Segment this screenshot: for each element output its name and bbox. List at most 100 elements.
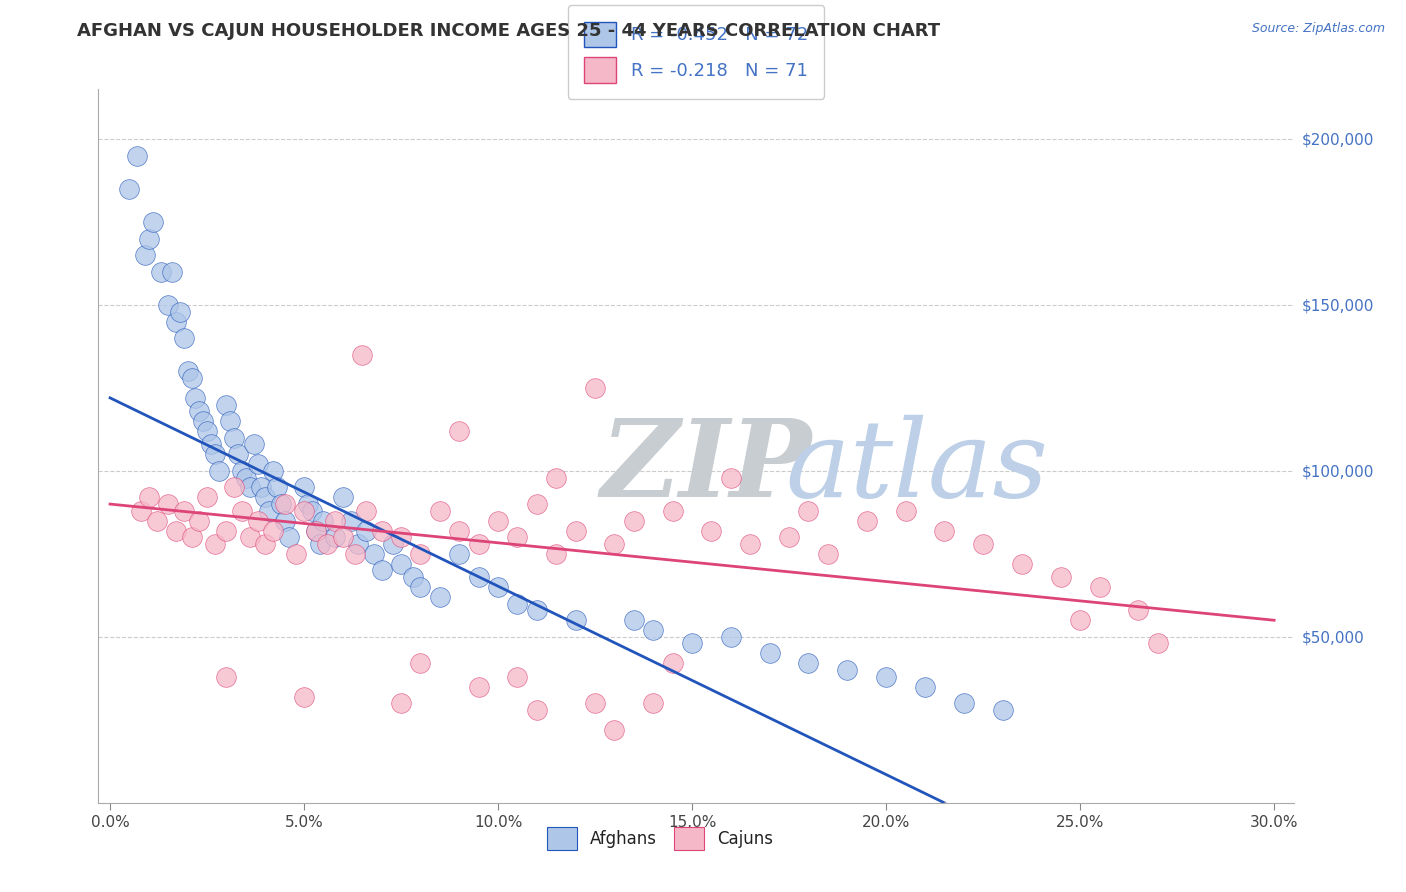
Point	[354, 524, 377, 538]
Point	[180, 371, 202, 385]
Point	[273, 497, 295, 511]
Point	[231, 504, 253, 518]
Point	[323, 530, 346, 544]
Point	[219, 414, 242, 428]
Point	[215, 524, 238, 538]
Point	[546, 547, 568, 561]
Point	[370, 524, 392, 538]
Point	[257, 504, 280, 518]
Point	[224, 481, 246, 495]
Point	[215, 397, 238, 411]
Point	[1128, 603, 1150, 617]
Point	[188, 404, 211, 418]
Point	[1011, 557, 1033, 571]
Point	[389, 557, 412, 571]
Point	[173, 504, 195, 518]
Point	[204, 537, 226, 551]
Point	[934, 524, 956, 538]
Point	[449, 547, 471, 561]
Point	[467, 570, 489, 584]
Point	[308, 537, 330, 551]
Point	[429, 504, 451, 518]
Point	[1146, 636, 1168, 650]
Point	[224, 431, 246, 445]
Point	[603, 723, 626, 737]
Point	[173, 331, 195, 345]
Point	[343, 547, 366, 561]
Point	[409, 547, 432, 561]
Point	[208, 464, 231, 478]
Point	[142, 215, 165, 229]
Point	[352, 348, 374, 362]
Point	[297, 497, 319, 511]
Point	[972, 537, 994, 551]
Point	[195, 491, 218, 505]
Point	[603, 537, 626, 551]
Point	[176, 364, 198, 378]
Point	[305, 524, 328, 538]
Point	[301, 504, 323, 518]
Point	[681, 636, 703, 650]
Point	[894, 504, 917, 518]
Point	[758, 647, 780, 661]
Point	[250, 481, 273, 495]
Point	[1069, 613, 1091, 627]
Point	[526, 603, 548, 617]
Point	[231, 464, 253, 478]
Point	[277, 530, 299, 544]
Point	[429, 590, 451, 604]
Point	[526, 703, 548, 717]
Point	[875, 670, 897, 684]
Point	[169, 304, 191, 318]
Point	[239, 481, 262, 495]
Point	[273, 514, 295, 528]
Point	[134, 248, 156, 262]
Point	[262, 464, 284, 478]
Point	[409, 657, 432, 671]
Point	[180, 530, 202, 544]
Point	[740, 537, 762, 551]
Point	[449, 524, 471, 538]
Point	[661, 504, 683, 518]
Point	[200, 437, 222, 451]
Point	[316, 537, 339, 551]
Point	[643, 696, 665, 710]
Point	[546, 470, 568, 484]
Point	[564, 613, 586, 627]
Point	[347, 537, 370, 551]
Point	[165, 314, 187, 328]
Point	[382, 537, 405, 551]
Point	[389, 530, 412, 544]
Point	[149, 265, 172, 279]
Point	[952, 696, 974, 710]
Point	[564, 524, 586, 538]
Point	[323, 514, 346, 528]
Point	[797, 504, 820, 518]
Text: Source: ZipAtlas.com: Source: ZipAtlas.com	[1251, 22, 1385, 36]
Point	[157, 298, 180, 312]
Point	[235, 470, 257, 484]
Point	[332, 530, 354, 544]
Legend: Afghans, Cajuns: Afghans, Cajuns	[538, 819, 782, 859]
Point	[817, 547, 839, 561]
Point	[292, 504, 315, 518]
Point	[246, 514, 269, 528]
Point	[195, 424, 218, 438]
Point	[305, 524, 328, 538]
Point	[354, 504, 377, 518]
Point	[157, 497, 180, 511]
Point	[292, 481, 315, 495]
Point	[643, 624, 665, 638]
Text: atlas: atlas	[786, 415, 1049, 520]
Point	[370, 564, 392, 578]
Point	[1049, 570, 1071, 584]
Point	[778, 530, 800, 544]
Point	[661, 657, 683, 671]
Point	[467, 680, 489, 694]
Point	[160, 265, 183, 279]
Point	[332, 491, 354, 505]
Point	[292, 690, 315, 704]
Point	[226, 447, 249, 461]
Point	[262, 524, 284, 538]
Point	[506, 670, 529, 684]
